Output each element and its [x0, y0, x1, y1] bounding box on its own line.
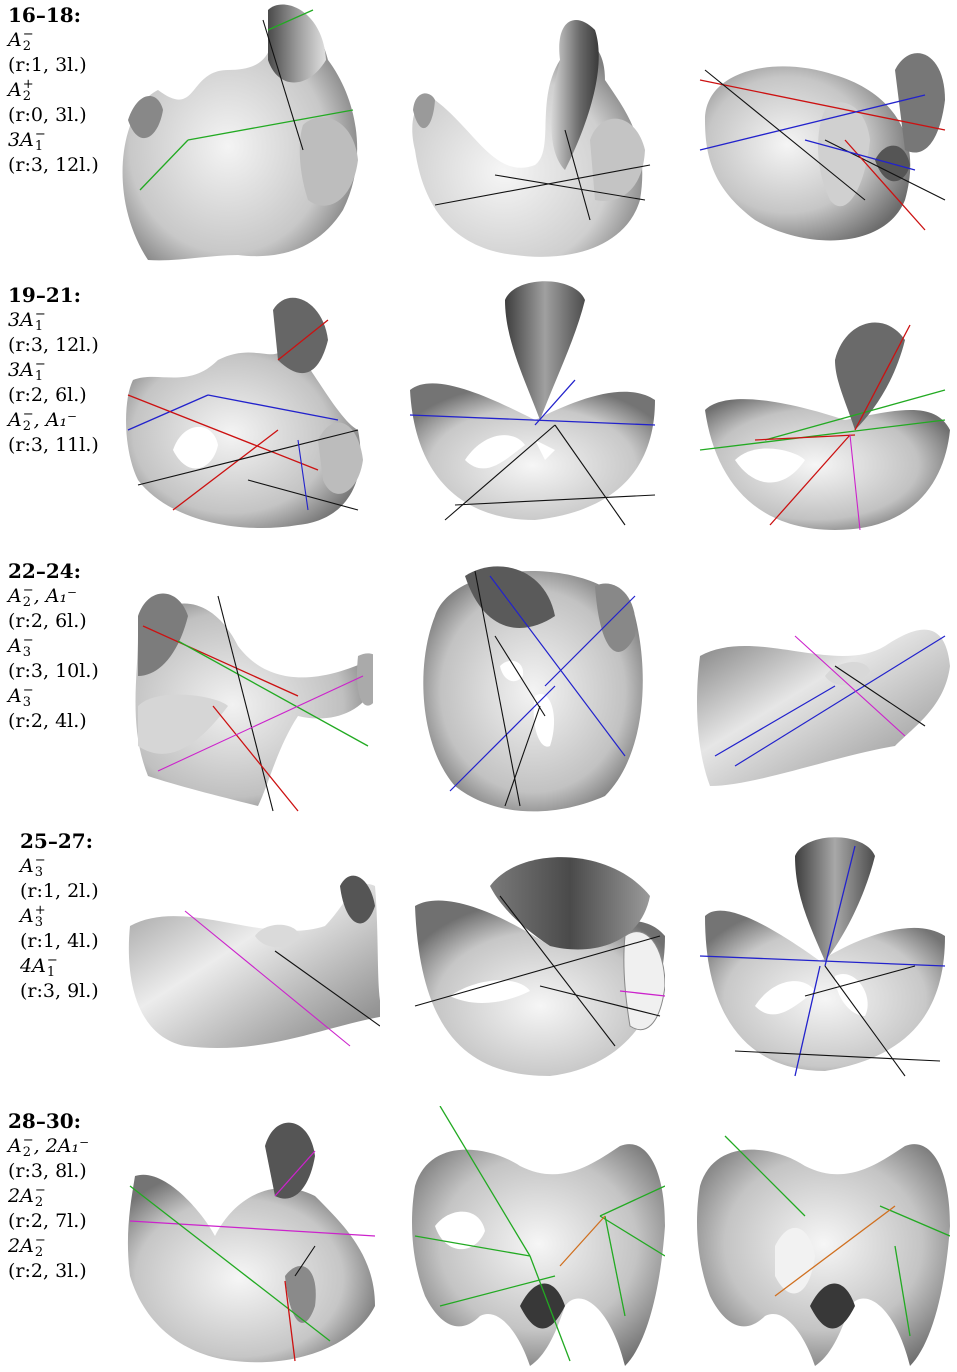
- row-1-item-2-singularity: A +2: [8, 77, 34, 104]
- row-2-item-3-param: (r:3, 11l.): [8, 434, 99, 456]
- row-1-item-2-param: (r:0, 3l.): [8, 104, 87, 126]
- row-1-item-1-singularity: A −2: [8, 27, 34, 54]
- row-5-item-3-singularity: 2A −2: [8, 1233, 46, 1260]
- row-4-item-1-param: (r:1, 2l.): [20, 880, 99, 902]
- row-5-item-1-singularity: A −2, 2A₁⁻: [8, 1133, 90, 1160]
- row-4-item-2-singularity: A +3: [20, 903, 46, 930]
- surface-render-27: [695, 826, 950, 1088]
- figure-row-2: 19–21: 3A −1 (r:3, 12l.) 3A −1 (r:2, 6l.) …: [0, 280, 957, 542]
- row-3-item-1-singularity: A −2, A₁⁻: [8, 583, 78, 610]
- surface-render-19: [118, 280, 373, 542]
- surface-render-26: [410, 826, 665, 1088]
- surface-render-30: [695, 1106, 950, 1368]
- surface-render-29: [410, 1106, 665, 1368]
- row-2-item-1-param: (r:3, 12l.): [8, 334, 99, 356]
- row-5-labels: 28–30: A −2, 2A₁⁻ (r:3, 8l.) 2A −2 (r:2, 7…: [8, 1108, 123, 1284]
- row-4-item-3-singularity: 4A −1: [20, 953, 58, 980]
- row-5-item-2-singularity: 2A −2: [8, 1183, 46, 1210]
- row-2-item-2-param: (r:2, 6l.): [8, 384, 87, 406]
- row-3-item-3-singularity: A −3: [8, 683, 34, 710]
- surface-render-16: [118, 0, 373, 262]
- row-5-item-1-param: (r:3, 8l.): [8, 1160, 87, 1182]
- row-3-item-3-param: (r:2, 4l.): [8, 710, 87, 732]
- row-3-item-2-param: (r:3, 10l.): [8, 660, 99, 682]
- row-2-item-3-singularity: A −2, A₁⁻: [8, 407, 78, 434]
- surface-render-22: [118, 556, 373, 818]
- surface-render-23: [405, 556, 660, 818]
- row-1-labels: 16–18: A −2 (r:1, 3l.) A +2 (r:0, 3l.) 3A −…: [8, 2, 123, 178]
- surface-render-21: [695, 280, 950, 542]
- row-5-item-3-param: (r:2, 3l.): [8, 1260, 87, 1282]
- row-4-labels: 25–27: A −3 (r:1, 2l.) A +3 (r:1, 4l.) 4A −…: [20, 828, 135, 1004]
- row-2-title: 19–21:: [8, 283, 82, 307]
- row-5-title: 28–30:: [8, 1109, 82, 1133]
- row-4-item-2-param: (r:1, 4l.): [20, 930, 99, 952]
- row-5-item-2-param: (r:2, 7l.): [8, 1210, 87, 1232]
- row-1-item-3-param: (r:3, 12l.): [8, 154, 99, 176]
- surface-render-20: [405, 280, 660, 542]
- surface-render-24: [695, 556, 950, 818]
- row-4-title: 25–27:: [20, 829, 94, 853]
- row-2-labels: 19–21: 3A −1 (r:3, 12l.) 3A −1 (r:2, 6l.) …: [8, 282, 123, 458]
- row-3-item-1-param: (r:2, 6l.): [8, 610, 87, 632]
- figure-row-4: 25–27: A −3 (r:1, 2l.) A +3 (r:1, 4l.) 4A −…: [0, 826, 957, 1088]
- surface-render-17: [405, 0, 660, 262]
- row-1-item-3-singularity: 3A −1: [8, 127, 46, 154]
- row-2-item-2-singularity: 3A −1: [8, 357, 46, 384]
- figure-row-1: 16–18: A −2 (r:1, 3l.) A +2 (r:0, 3l.) 3A −…: [0, 0, 957, 262]
- row-4-item-1-singularity: A −3: [20, 853, 46, 880]
- row-3-item-2-singularity: A −3: [8, 633, 34, 660]
- figure-row-5: 28–30: A −2, 2A₁⁻ (r:3, 8l.) 2A −2 (r:2, 7…: [0, 1106, 957, 1368]
- surface-render-18: [695, 0, 950, 262]
- row-1-item-1-param: (r:1, 3l.): [8, 54, 87, 76]
- surface-render-28: [125, 1106, 380, 1368]
- surface-render-25: [125, 826, 380, 1088]
- row-2-item-1-singularity: 3A −1: [8, 307, 46, 334]
- row-3-labels: 22–24: A −2, A₁⁻ (r:2, 6l.) A −3 (r:3, 10l…: [8, 558, 123, 734]
- row-4-item-3-param: (r:3, 9l.): [20, 980, 99, 1002]
- figure-row-3: 22–24: A −2, A₁⁻ (r:2, 6l.) A −3 (r:3, 10l…: [0, 556, 957, 818]
- row-1-title: 16–18:: [8, 3, 82, 27]
- row-3-title: 22–24:: [8, 559, 82, 583]
